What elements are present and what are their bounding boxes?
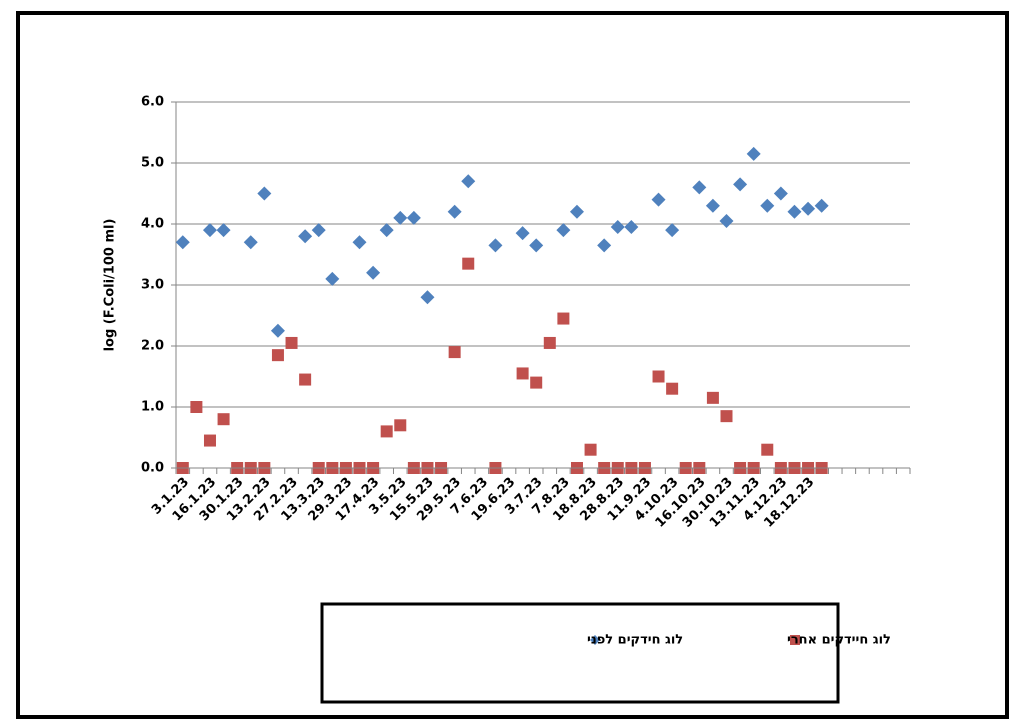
point	[448, 346, 461, 359]
point	[624, 220, 639, 235]
point	[285, 336, 298, 349]
point	[705, 198, 720, 213]
point	[243, 235, 258, 250]
point	[556, 223, 571, 238]
point	[271, 349, 284, 362]
y-tick-label: 0.0	[141, 461, 164, 476]
point	[175, 235, 190, 250]
point	[298, 229, 313, 244]
point	[515, 226, 530, 241]
point	[760, 198, 775, 213]
frame	[16, 11, 1009, 719]
point	[610, 220, 625, 235]
point	[393, 210, 408, 225]
point	[257, 186, 272, 201]
point	[569, 204, 584, 219]
point	[270, 323, 285, 338]
legend-label: לוג חיידקים אחרי	[787, 633, 891, 648]
point	[380, 425, 393, 438]
point	[461, 174, 476, 189]
point	[420, 290, 435, 305]
point	[720, 410, 733, 423]
point	[529, 238, 544, 253]
point	[217, 413, 230, 426]
y-tick-label: 5.0	[141, 156, 164, 171]
point	[516, 367, 529, 380]
point	[773, 186, 788, 201]
point	[814, 198, 829, 213]
point	[462, 257, 475, 270]
point	[746, 146, 761, 161]
point	[190, 401, 203, 413]
point	[652, 370, 665, 383]
point	[352, 235, 367, 250]
legend-label: לוג חידקים לפני	[587, 633, 683, 648]
legend-box	[320, 602, 840, 704]
point	[299, 373, 312, 386]
point	[406, 210, 421, 225]
point	[761, 443, 774, 456]
point	[665, 223, 680, 238]
point	[557, 312, 570, 325]
point	[801, 201, 816, 216]
point	[488, 238, 503, 253]
y-tick-label: 2.0	[141, 339, 164, 354]
point	[787, 204, 802, 219]
y-tick-label: 4.0	[141, 217, 164, 232]
legend-marker	[590, 635, 600, 645]
point	[216, 223, 231, 238]
y-tick-label: 6.0	[141, 95, 164, 110]
point	[666, 382, 679, 395]
y-tick-label: 1.0	[141, 400, 164, 415]
point	[379, 223, 394, 238]
point	[543, 336, 556, 349]
point	[447, 204, 462, 219]
point	[733, 177, 748, 192]
point	[311, 223, 326, 238]
legend-marker	[790, 635, 800, 645]
point	[584, 443, 597, 456]
point	[530, 376, 543, 389]
y-tick-label: 3.0	[141, 278, 164, 293]
point	[719, 213, 734, 228]
point	[202, 223, 217, 238]
point	[651, 192, 666, 207]
y-axis-title: log (F.Coli/100 ml)	[103, 219, 118, 352]
point	[597, 238, 612, 253]
point	[706, 391, 719, 404]
point	[366, 265, 381, 280]
point	[325, 271, 340, 286]
point	[203, 434, 216, 447]
point	[692, 180, 707, 195]
point	[394, 419, 407, 432]
